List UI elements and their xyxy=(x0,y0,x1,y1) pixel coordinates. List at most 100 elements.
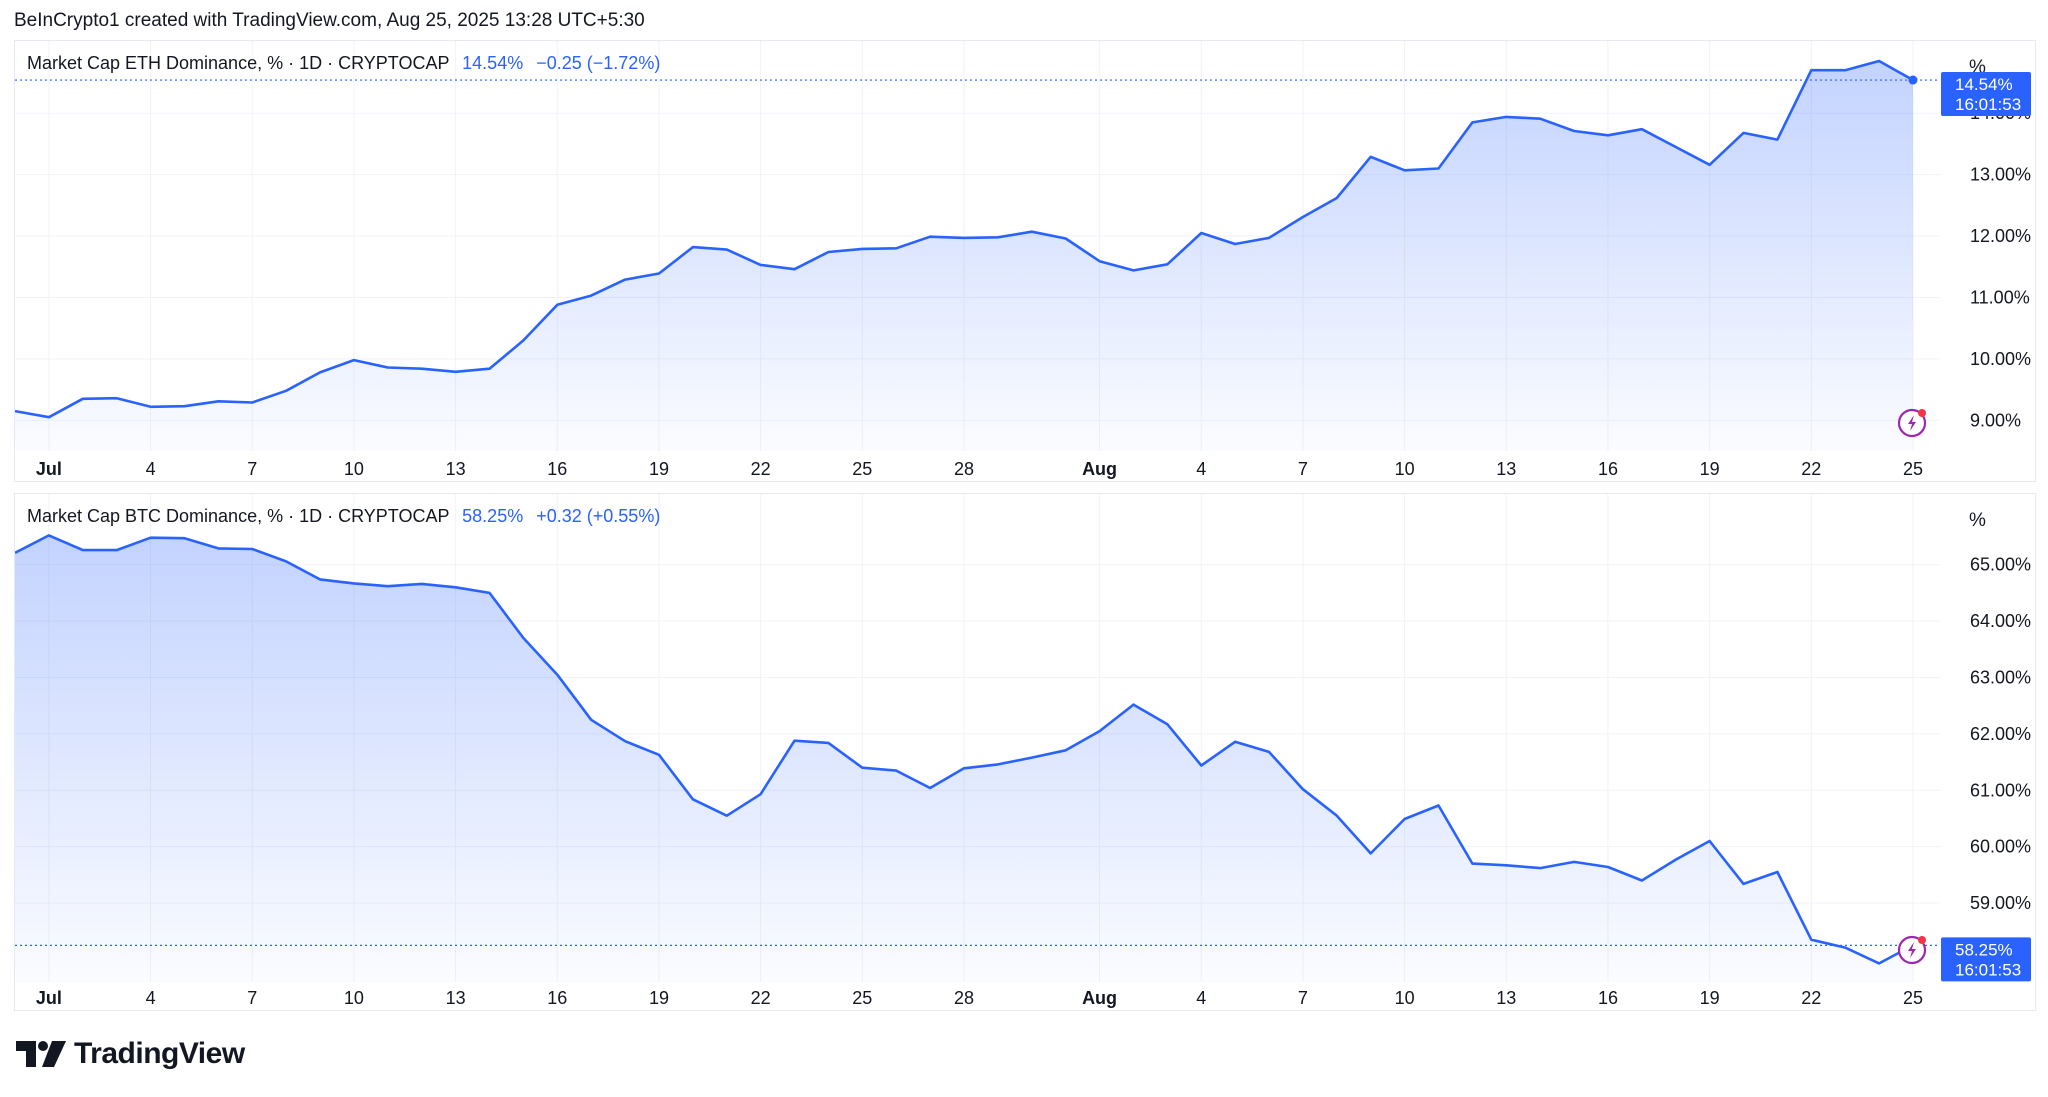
eth-data-point[interactable] xyxy=(1741,130,1747,136)
btc-data-point[interactable] xyxy=(487,590,493,596)
eth-data-point[interactable] xyxy=(46,414,52,420)
btc-data-point[interactable] xyxy=(419,581,425,587)
eth-data-point[interactable] xyxy=(1537,116,1543,122)
eth-data-point[interactable] xyxy=(690,244,696,250)
eth-data-point[interactable] xyxy=(1571,128,1577,134)
btc-data-point[interactable] xyxy=(1436,803,1442,809)
eth-dominance-chart[interactable]: 9.00%10.00%11.00%12.00%13.00%14.00%%Jul4… xyxy=(15,41,2035,481)
eth-data-point[interactable] xyxy=(1334,195,1340,201)
btc-data-point[interactable] xyxy=(114,547,120,553)
btc-dominance-panel[interactable]: 59.00% 60.00% 61.00% 62.00% 63.00% 64.00% 65.0… xyxy=(14,493,2036,1011)
eth-data-point[interactable] xyxy=(1097,258,1103,264)
eth-data-point[interactable] xyxy=(453,369,459,375)
eth-data-point[interactable] xyxy=(1164,261,1170,267)
eth-data-point[interactable] xyxy=(351,357,357,363)
btc-data-point[interactable] xyxy=(1741,881,1747,887)
eth-data-point[interactable] xyxy=(1469,119,1475,125)
btc-data-point[interactable] xyxy=(995,761,1001,767)
eth-data-point[interactable] xyxy=(1131,267,1137,273)
btc-data-point[interactable] xyxy=(893,768,899,774)
btc-data-point[interactable] xyxy=(182,535,188,541)
eth-data-point[interactable] xyxy=(317,369,323,375)
tradingview-logo[interactable]: TradingView xyxy=(16,1037,245,1070)
eth-data-point[interactable] xyxy=(80,396,86,402)
btc-data-point[interactable] xyxy=(351,580,357,586)
btc-data-point[interactable] xyxy=(1876,960,1882,966)
btc-data-point[interactable] xyxy=(249,546,255,552)
btc-unit-label[interactable]: % xyxy=(1969,510,1986,531)
btc-data-point[interactable] xyxy=(1097,728,1103,734)
lightning-icon[interactable] xyxy=(1897,935,1927,965)
btc-data-point[interactable] xyxy=(1029,755,1035,761)
btc-data-point[interactable] xyxy=(554,672,560,678)
btc-data-point[interactable] xyxy=(1707,838,1713,844)
btc-data-point[interactable] xyxy=(927,785,933,791)
eth-data-point[interactable] xyxy=(859,246,865,252)
btc-data-point[interactable] xyxy=(453,584,459,590)
btc-data-point[interactable] xyxy=(385,583,391,589)
btc-data-point[interactable] xyxy=(1639,878,1645,884)
btc-data-point[interactable] xyxy=(656,752,662,758)
btc-data-point[interactable] xyxy=(148,535,154,541)
btc-data-point[interactable] xyxy=(1334,813,1340,819)
eth-dominance-panel[interactable]: 9.00%10.00%11.00%12.00%13.00%14.00%%Jul4… xyxy=(14,40,2036,482)
btc-data-point[interactable] xyxy=(1164,721,1170,727)
lightning-icon[interactable] xyxy=(1897,408,1927,438)
eth-data-point[interactable] xyxy=(385,365,391,371)
eth-symbol-label[interactable]: Market Cap ETH Dominance, % · 1D · CRYPT… xyxy=(27,53,450,73)
eth-data-point[interactable] xyxy=(792,266,798,272)
eth-data-point[interactable] xyxy=(1808,67,1814,73)
eth-data-point[interactable] xyxy=(1368,154,1374,160)
btc-data-point[interactable] xyxy=(46,532,52,538)
btc-data-point[interactable] xyxy=(1808,937,1814,943)
btc-data-point[interactable] xyxy=(792,738,798,744)
btc-data-point[interactable] xyxy=(1605,864,1611,870)
btc-data-point[interactable] xyxy=(1368,850,1374,856)
eth-data-point[interactable] xyxy=(148,404,154,410)
eth-data-point[interactable] xyxy=(1198,230,1204,236)
eth-data-point[interactable] xyxy=(1774,137,1780,143)
eth-data-point[interactable] xyxy=(215,398,221,404)
eth-data-point[interactable] xyxy=(419,366,425,372)
eth-data-point[interactable] xyxy=(588,293,594,299)
btc-data-point[interactable] xyxy=(1571,859,1577,865)
eth-data-point[interactable] xyxy=(1232,241,1238,247)
eth-data-point[interactable] xyxy=(656,271,662,277)
btc-data-point[interactable] xyxy=(859,765,865,771)
btc-data-point[interactable] xyxy=(622,738,628,744)
eth-last-point[interactable] xyxy=(1908,75,1918,85)
eth-data-point[interactable] xyxy=(758,262,764,268)
eth-data-point[interactable] xyxy=(1605,132,1611,138)
eth-data-point[interactable] xyxy=(1063,236,1069,242)
eth-data-point[interactable] xyxy=(825,249,831,255)
eth-data-point[interactable] xyxy=(1707,162,1713,168)
eth-data-point[interactable] xyxy=(1503,114,1509,120)
eth-data-point[interactable] xyxy=(1876,58,1882,64)
btc-data-point[interactable] xyxy=(283,558,289,564)
eth-data-point[interactable] xyxy=(961,235,967,241)
eth-data-point[interactable] xyxy=(893,245,899,251)
btc-data-point[interactable] xyxy=(317,576,323,582)
eth-data-point[interactable] xyxy=(249,400,255,406)
eth-data-point[interactable] xyxy=(487,366,493,372)
eth-data-point[interactable] xyxy=(554,302,560,308)
btc-data-point[interactable] xyxy=(520,635,526,641)
eth-data-point[interactable] xyxy=(1300,214,1306,220)
eth-data-point[interactable] xyxy=(1639,126,1645,132)
btc-data-point[interactable] xyxy=(588,717,594,723)
eth-data-point[interactable] xyxy=(622,277,628,283)
btc-data-point[interactable] xyxy=(1469,861,1475,867)
btc-data-point[interactable] xyxy=(1402,816,1408,822)
btc-data-point[interactable] xyxy=(690,796,696,802)
btc-data-point[interactable] xyxy=(1063,747,1069,753)
btc-data-point[interactable] xyxy=(80,547,86,553)
btc-data-point[interactable] xyxy=(961,765,967,771)
eth-data-point[interactable] xyxy=(114,395,120,401)
btc-data-point[interactable] xyxy=(1131,702,1137,708)
btc-series-line[interactable] xyxy=(15,534,1914,965)
btc-data-point[interactable] xyxy=(1232,739,1238,745)
btc-data-point[interactable] xyxy=(215,545,221,551)
eth-data-point[interactable] xyxy=(520,337,526,343)
btc-data-point[interactable] xyxy=(1774,869,1780,875)
eth-data-point[interactable] xyxy=(995,234,1001,240)
